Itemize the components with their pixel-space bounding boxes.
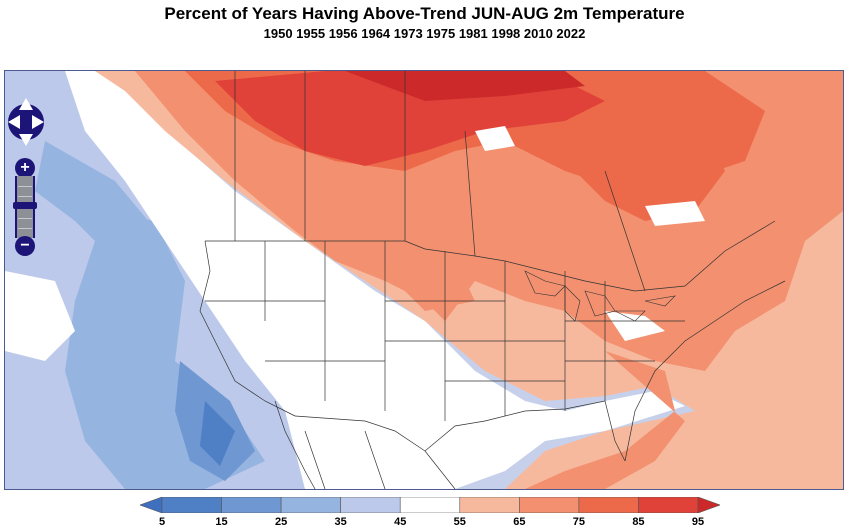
colorbar-bin [221, 497, 282, 513]
colorbar-tick-label: 85 [632, 516, 645, 528]
region-blue-canada-coast [35, 141, 165, 291]
zoom-tick [18, 218, 32, 219]
colorbar-tick-label: 65 [513, 516, 526, 528]
colorbar-over-arrow [697, 497, 720, 513]
pan-control[interactable] [6, 92, 46, 252]
great-lakes [524, 270, 676, 322]
colorbar-tick-label: 35 [334, 516, 347, 528]
east-coast [624, 280, 786, 462]
map-viewport[interactable] [4, 70, 844, 490]
colorbar-tick-label: 75 [572, 516, 585, 528]
zoom-in-button[interactable]: + [15, 158, 35, 178]
us-mexico-border [294, 415, 486, 452]
colorbar-bin [578, 497, 639, 513]
zoom-tick [18, 196, 32, 197]
colorbar-tick-label: 25 [274, 516, 288, 528]
zoom-out-button[interactable]: − [15, 236, 35, 256]
pan-pad[interactable] [8, 104, 44, 140]
zoom-slider-handle[interactable] [13, 202, 37, 209]
pan-right-icon[interactable] [32, 115, 44, 129]
region-white-patch-1 [475, 126, 515, 151]
region-white-patch-2 [645, 201, 705, 226]
colorbar [140, 497, 720, 513]
region-white-patch-3 [605, 311, 665, 341]
gulf-coast [484, 400, 626, 462]
colorbar-tick-label: 45 [394, 516, 407, 528]
state-lines-east [564, 271, 685, 411]
region-white-band [65, 71, 685, 489]
us-coastline-west [199, 240, 296, 417]
state-lines-west [205, 241, 386, 411]
state-lines-central [385, 251, 565, 421]
colorbar-tick-label: 15 [215, 516, 228, 528]
colorbar-bin [459, 497, 520, 513]
region-orange-red-east [565, 111, 725, 221]
colorbar-tick-label: 95 [691, 516, 705, 528]
region-salmon-southeast [525, 351, 685, 489]
colorbar-bin [340, 497, 401, 513]
pan-down-icon[interactable] [19, 134, 33, 146]
baja-peninsula [274, 400, 316, 489]
chart-subtitle: 1950 1955 1956 1964 1973 1975 1981 1998 … [263, 26, 586, 41]
zoom-tick [18, 186, 32, 187]
colorbar-bin [280, 497, 341, 513]
us-canada-border [205, 220, 776, 292]
colorbar-under-arrow [140, 497, 163, 513]
map-canvas [5, 71, 843, 489]
colorbar-bin [399, 497, 461, 513]
colorbar-tick-label: 55 [453, 516, 466, 528]
colorbar-bin [161, 497, 222, 513]
mexico-states [304, 430, 456, 489]
colorbar-tick-label: 5 [158, 516, 166, 528]
zoom-tick [18, 228, 32, 229]
region-salmon-south [385, 261, 475, 311]
colorbar-bin [638, 497, 699, 513]
canada-provinces [234, 71, 646, 292]
region-blue-deepest [200, 401, 235, 466]
colorbar-bin [519, 497, 580, 513]
pan-up-icon[interactable] [19, 98, 33, 110]
pan-left-icon[interactable] [8, 115, 20, 129]
boundary-lines [199, 71, 786, 489]
chart-title: Percent of Years Having Above-Trend JUN-… [164, 4, 685, 23]
region-white-west-ocean [5, 271, 75, 361]
